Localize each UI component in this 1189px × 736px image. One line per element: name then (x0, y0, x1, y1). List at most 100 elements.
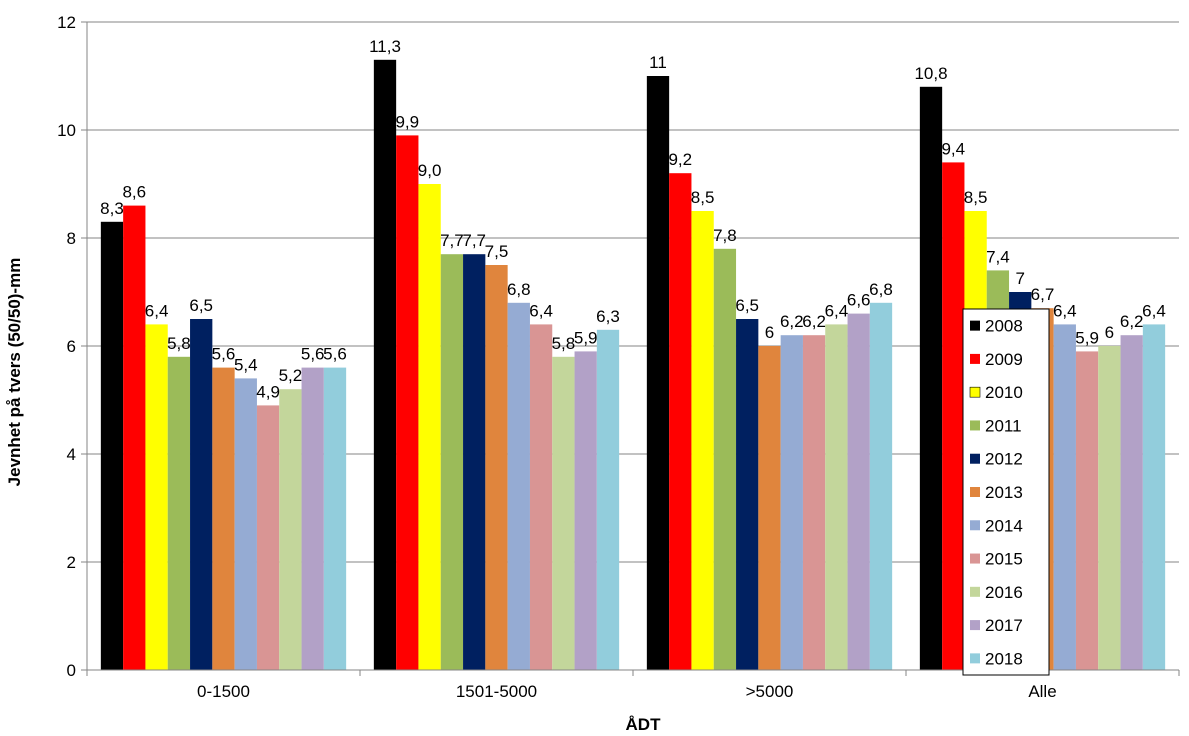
bar (802, 335, 826, 670)
legend-label: 2011 (985, 416, 1022, 435)
bar (123, 205, 146, 670)
y-tick-label: 12 (57, 13, 76, 32)
legend-swatch (970, 487, 980, 497)
data-label: 10,8 (914, 64, 947, 83)
bar (190, 319, 213, 670)
data-label: 5,6 (301, 345, 325, 364)
data-label: 11 (649, 53, 667, 72)
legend-label: 2010 (985, 383, 1023, 402)
bar (847, 313, 870, 670)
legend-swatch (969, 386, 981, 398)
legend-swatch (970, 553, 980, 564)
data-label: 5,9 (1075, 328, 1099, 347)
data-label: 7 (1015, 269, 1024, 288)
bar (574, 351, 597, 670)
bar (529, 324, 553, 670)
data-label: 8,5 (691, 188, 715, 207)
bar (167, 356, 191, 670)
axes: 0 2 4 6 8 10 12 0-1500 1501-5000 >5000 Alle (57, 13, 1180, 701)
bar (212, 367, 235, 670)
y-tick-label: 8 (67, 229, 76, 248)
data-label: 11,3 (369, 37, 401, 56)
y-axis-title: Jevnhet på tvers (50/50)-mm (5, 258, 24, 487)
legend-label: 2014 (985, 516, 1023, 535)
data-label: 6,6 (847, 291, 871, 310)
data-label: 6,8 (507, 280, 531, 299)
bar (100, 221, 124, 671)
data-label: 5,6 (212, 345, 236, 364)
data-label: 8,5 (964, 188, 988, 207)
data-label: 6,3 (596, 307, 620, 326)
data-label: 6,4 (825, 301, 849, 320)
data-label: 9,9 (395, 112, 419, 131)
bar (256, 405, 280, 670)
bar (825, 324, 848, 670)
bar (552, 356, 575, 670)
legend-label: 2009 (985, 350, 1023, 369)
legend-swatch (970, 520, 980, 531)
legend-swatch (970, 320, 980, 331)
data-label: 8,6 (122, 183, 146, 202)
bar (1075, 351, 1099, 670)
legend-label: 2012 (985, 450, 1023, 469)
legend-swatch (970, 653, 980, 664)
bar (691, 211, 714, 670)
data-label: 7,5 (485, 242, 509, 261)
data-labels: 8,3 11,3 11 10,8 8,6 9,9 9,2 9,4 6,4 9,0 8,5 8,5 5,8… (100, 37, 1166, 402)
bar (1120, 335, 1143, 670)
data-label: 8,3 (100, 199, 124, 218)
bar (1098, 346, 1121, 670)
bar (758, 346, 781, 670)
data-label: 5,8 (167, 334, 191, 353)
data-label: 7,7 (462, 231, 486, 250)
bar (1142, 324, 1166, 670)
data-label: 5,4 (234, 355, 258, 374)
data-label: 7,7 (440, 231, 464, 250)
legend-label: 2018 (985, 649, 1023, 668)
y-tick-label: 10 (57, 121, 76, 140)
data-label: 9,2 (668, 150, 692, 169)
y-tick-label: 4 (67, 445, 76, 464)
y-tick-label: 0 (67, 661, 76, 680)
bar (736, 319, 759, 670)
data-label: 6,2 (802, 312, 826, 331)
bar (1053, 324, 1076, 670)
bar (396, 135, 419, 670)
bar (234, 378, 257, 670)
data-label: 6,4 (1053, 301, 1077, 320)
x-tick-label: 0-1500 (197, 682, 250, 701)
bar (485, 265, 508, 670)
data-label: 4,9 (256, 382, 280, 401)
data-label: 6,5 (189, 296, 213, 315)
bar (440, 254, 464, 670)
data-label: 6,4 (529, 301, 553, 320)
data-label: 6,5 (735, 296, 759, 315)
legend-label: 2015 (985, 550, 1023, 569)
data-label: 6,4 (1142, 301, 1166, 320)
legend-swatch (970, 353, 980, 364)
bar (669, 173, 692, 670)
data-label: 5,2 (279, 366, 303, 385)
bar (145, 324, 168, 670)
bar (942, 162, 965, 670)
legend-swatch (970, 420, 980, 431)
x-tick-label: 1501-5000 (456, 682, 537, 701)
y-tick-label: 6 (67, 337, 76, 356)
bar (301, 367, 324, 670)
data-label: 5,9 (574, 328, 598, 347)
data-label: 6,7 (1031, 285, 1055, 304)
data-label: 6 (1105, 323, 1114, 342)
bar (279, 389, 302, 670)
bar (323, 367, 347, 670)
data-label: 6,8 (869, 280, 893, 299)
legend-swatch (970, 453, 980, 464)
legend-label: 2017 (985, 616, 1023, 635)
data-label: 9,0 (418, 161, 442, 180)
data-label: 6 (765, 323, 774, 342)
bar (713, 248, 737, 671)
y-tick-label: 2 (67, 553, 76, 572)
x-axis-title: ÅDT (626, 715, 662, 734)
data-label: 6,2 (1120, 312, 1144, 331)
legend-label: 2016 (985, 583, 1023, 602)
